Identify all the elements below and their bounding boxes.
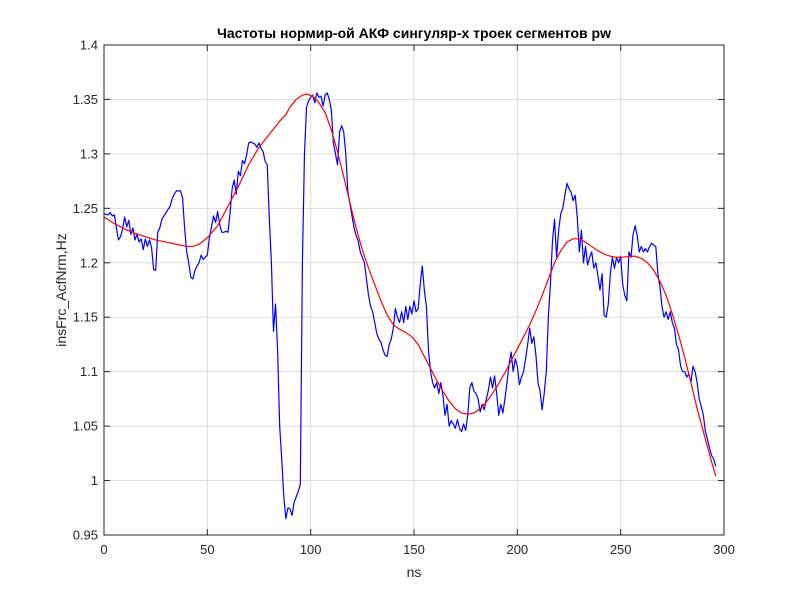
y-axis-label: insFrc_AcfNrm,Hz [53,233,69,347]
x-axis-ticks: 0 50 100 150 200 250 300 [100,45,735,557]
y-tick-label: 1.2 [80,255,98,270]
y-tick-label: 1.35 [73,92,98,107]
y-tick-label: 1.05 [73,419,98,434]
series-line-1 [103,92,717,520]
series-layer [103,92,717,520]
x-axis-label: ns [407,564,422,580]
x-tick-label: 0 [100,542,107,557]
y-axis-ticks: 0.95 1 1.05 1.1 1.15 1.2 1.25 1.3 1.35 1.4 [73,38,724,543]
series-line-2 [103,93,717,477]
y-tick-label: 1.1 [80,364,98,379]
y-tick-label: 1.3 [80,146,98,161]
y-tick-label: 1 [91,473,98,488]
y-tick-label: 1.4 [80,38,98,53]
x-tick-label: 300 [713,542,735,557]
y-tick-label: 0.95 [73,528,98,543]
x-tick-label: 50 [200,542,214,557]
chart-title: Частоты нормир-ой АКФ сингуляр-х троек с… [217,25,611,41]
x-tick-label: 250 [610,542,632,557]
x-tick-label: 100 [300,542,322,557]
x-tick-label: 150 [403,542,425,557]
y-tick-label: 1.25 [73,201,98,216]
y-tick-label: 1.15 [73,310,98,325]
x-tick-label: 200 [506,542,528,557]
